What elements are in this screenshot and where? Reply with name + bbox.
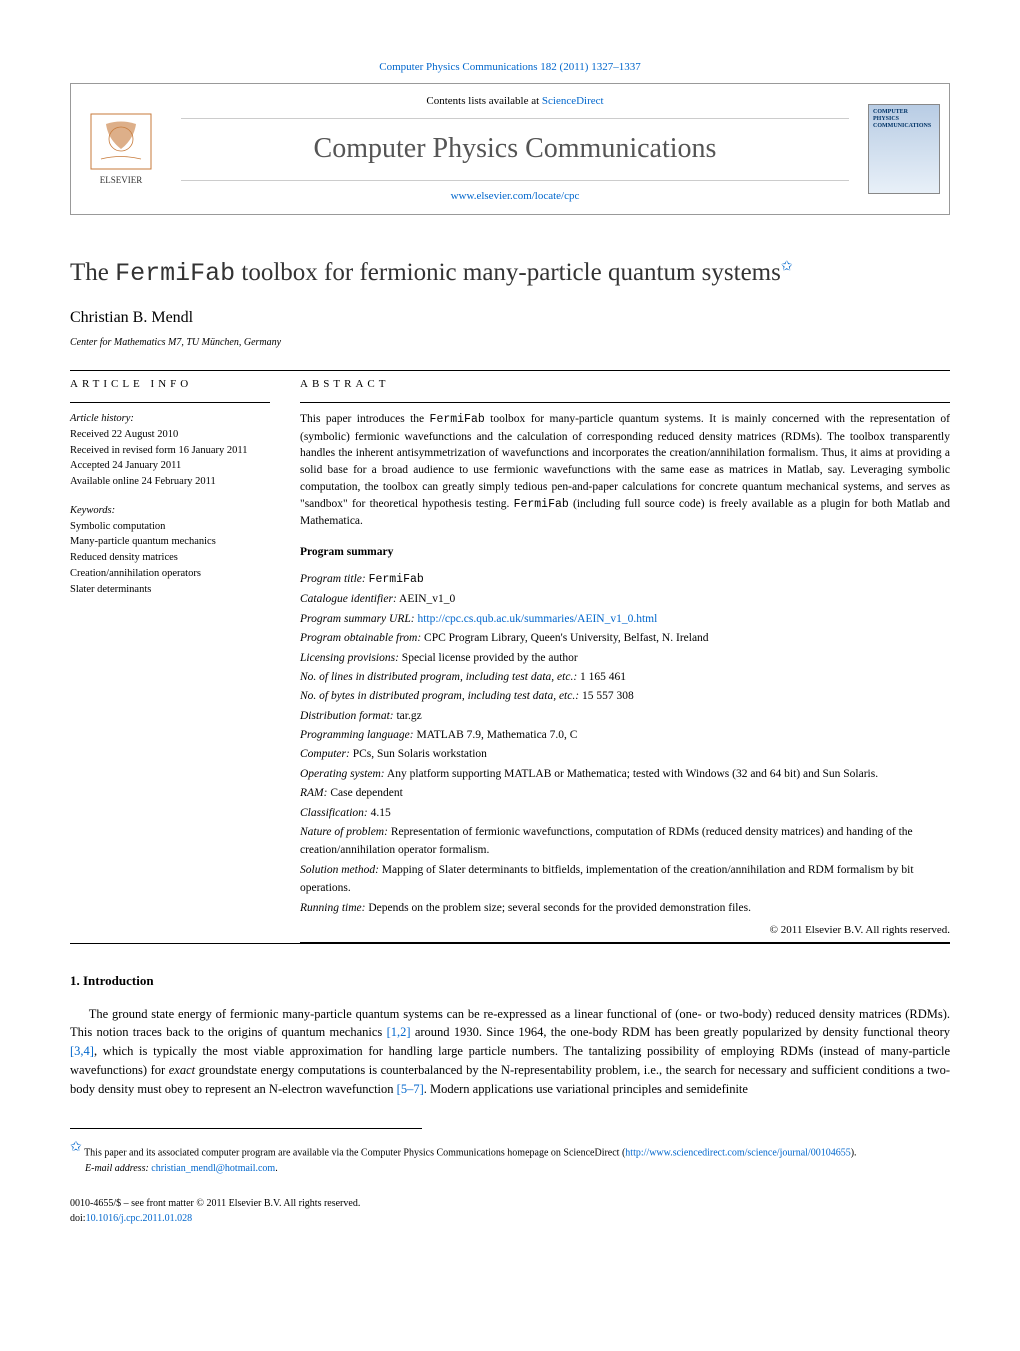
author-affiliation: Center for Mathematics M7, TU München, G… [70, 336, 950, 350]
footnote-star-icon: ✩ [70, 1140, 82, 1155]
divider [70, 943, 950, 944]
program-url-link[interactable]: http://cpc.cs.qub.ac.uk/summaries/AEIN_v… [417, 613, 657, 625]
program-summary: Program title: FermiFab Catalogue identi… [300, 570, 950, 917]
sciencedirect-link[interactable]: ScienceDirect [542, 95, 604, 107]
footnote-rule [70, 1128, 422, 1137]
keywords-list: Symbolic computation Many-particle quant… [70, 519, 270, 598]
intro-paragraph: The ground state energy of fermionic man… [70, 1005, 950, 1099]
citation-link[interactable]: [5–7] [397, 1082, 424, 1096]
journal-cover-thumbnail: COMPUTER PHYSICS COMMUNICATIONS [859, 84, 949, 214]
footnotes: ✩ This paper and its associated computer… [70, 1137, 950, 1175]
author-name: Christian B. Mendl [70, 307, 950, 329]
journal-locate-link[interactable]: www.elsevier.com/locate/cpc [181, 180, 849, 204]
elsevier-logo: ELSEVIER [71, 84, 171, 214]
citation-link[interactable]: [1,2] [387, 1025, 411, 1039]
divider [300, 942, 950, 943]
journal-header: ELSEVIER Contents lists available at Sci… [70, 83, 950, 215]
article-title: The FermiFab toolbox for fermionic many-… [70, 255, 950, 291]
article-info-label: ARTICLE INFO [70, 377, 270, 392]
journal-title: Computer Physics Communications [181, 129, 849, 168]
divider [300, 402, 950, 403]
divider [70, 370, 950, 371]
contents-available: Contents lists available at ScienceDirec… [181, 94, 849, 118]
journal-reference: Computer Physics Communications 182 (201… [70, 60, 950, 75]
keywords-label: Keywords: [70, 504, 270, 519]
article-history: Article history: Received 22 August 2010… [70, 411, 270, 490]
svg-text:ELSEVIER: ELSEVIER [100, 175, 143, 185]
section-1-heading: 1. Introduction [70, 972, 950, 990]
footnote-star-icon: ✩ [781, 260, 793, 275]
author-email-link[interactable]: christian_mendl@hotmail.com [151, 1163, 275, 1174]
footnote-sciencedirect-link[interactable]: http://www.sciencedirect.com/science/jou… [625, 1148, 850, 1159]
footer-metadata: 0010-4655/$ – see front matter © 2011 El… [70, 1196, 950, 1226]
abstract-text: This paper introduces the FermiFab toolb… [300, 411, 950, 530]
divider [70, 402, 270, 403]
program-summary-heading: Program summary [300, 544, 950, 560]
doi-link[interactable]: 10.1016/j.cpc.2011.01.028 [86, 1213, 193, 1224]
abstract-copyright: © 2011 Elsevier B.V. All rights reserved… [300, 923, 950, 938]
abstract-label: ABSTRACT [300, 377, 950, 392]
citation-link[interactable]: [3,4] [70, 1044, 94, 1058]
